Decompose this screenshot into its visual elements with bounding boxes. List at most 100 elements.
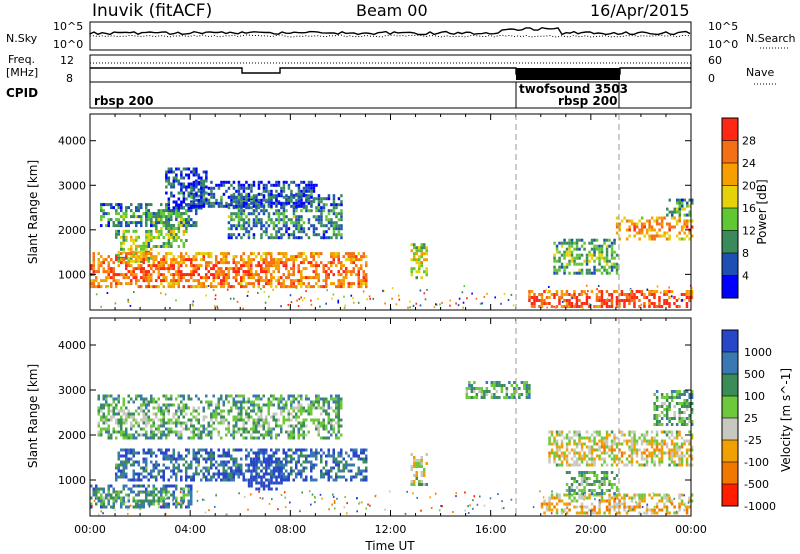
power-cell — [212, 264, 215, 268]
power-cell — [120, 241, 123, 245]
velocity-cell — [267, 463, 271, 467]
power-cell — [227, 186, 231, 190]
power-cell — [315, 209, 318, 213]
velocity-cell — [167, 502, 170, 506]
power-cell — [685, 222, 689, 226]
power-cell — [214, 294, 217, 297]
velocity-cell — [478, 390, 481, 393]
velocity-cell — [115, 418, 118, 422]
power-cell — [265, 230, 268, 234]
power-cell — [250, 201, 253, 205]
velocity-cell — [285, 454, 288, 458]
velocity-cell — [175, 478, 178, 482]
power-cell — [195, 185, 198, 189]
power-cell — [192, 304, 194, 307]
velocity-cell — [177, 457, 180, 461]
power-cell — [272, 195, 276, 199]
velocity-cell — [357, 466, 360, 470]
power-cell — [137, 203, 140, 207]
velocity-cell — [200, 430, 203, 434]
velocity-cell — [202, 475, 205, 479]
power-cell — [140, 270, 143, 274]
power-cell — [142, 255, 145, 259]
velocity-cell — [185, 421, 188, 425]
power-cell — [147, 245, 151, 248]
power-cell — [307, 194, 311, 198]
power-cell — [97, 264, 100, 268]
power-cell — [300, 273, 303, 277]
power-cell — [317, 194, 321, 198]
power-cell — [235, 270, 238, 274]
velocity-cell — [190, 490, 193, 494]
velocity-cell — [180, 433, 183, 437]
power-cell — [217, 270, 220, 274]
power-cell — [255, 209, 258, 213]
velocity-cell — [175, 499, 178, 503]
velocity-cell — [250, 478, 253, 482]
velocity-cell — [97, 421, 100, 425]
power-cell — [227, 252, 230, 256]
velocity-cell — [125, 472, 128, 476]
velocity-cell — [115, 493, 118, 497]
power-cell — [245, 198, 248, 202]
velocity-cell — [237, 469, 240, 473]
power-cell — [247, 203, 251, 207]
velocity-cell — [312, 406, 315, 410]
velocity-cell — [670, 451, 674, 455]
velocity-cell — [227, 460, 230, 464]
velocity-cell — [122, 460, 125, 464]
power-cell — [265, 233, 268, 237]
velocity-cell — [510, 396, 514, 399]
power-cell — [250, 227, 253, 231]
velocity-cell — [125, 412, 128, 416]
power-cell — [222, 252, 225, 256]
velocity-cell — [415, 471, 418, 474]
power-cell — [265, 279, 268, 283]
power-cell — [580, 305, 584, 308]
power-cell — [135, 258, 138, 262]
power-cell — [220, 261, 223, 265]
power-cell — [135, 282, 138, 286]
velocity-cell — [355, 454, 358, 458]
power-cell — [610, 305, 614, 308]
power-cell — [190, 203, 193, 207]
power-cell — [409, 300, 411, 303]
power-cell — [337, 301, 339, 304]
velocity-cell — [190, 460, 193, 464]
velocity-cell — [628, 454, 631, 458]
velocity-cell — [192, 451, 195, 455]
power-cell — [137, 250, 140, 254]
power-cell — [192, 173, 196, 177]
velocity-cell — [200, 400, 203, 404]
velocity-cell — [127, 493, 130, 497]
velocity-cell — [595, 448, 599, 452]
power-cell — [107, 285, 110, 288]
velocity-cell — [145, 436, 148, 440]
velocity-cell — [152, 430, 155, 434]
velocity-cell — [663, 439, 666, 443]
power-cell — [310, 192, 313, 196]
power-cell — [600, 244, 604, 248]
velocity-cell — [357, 472, 360, 476]
velocity-cell — [180, 412, 183, 416]
power-cell — [185, 167, 188, 171]
power-cell — [142, 212, 145, 216]
power-cell — [190, 170, 193, 174]
power-cell — [112, 267, 115, 271]
velocity-cell — [132, 448, 135, 452]
velocity-cell — [250, 409, 253, 413]
velocity-cell — [320, 397, 323, 401]
velocity-cell — [250, 475, 253, 479]
cpid-entry-2: twofsound 3503 — [519, 82, 628, 96]
velocity-cell — [255, 394, 258, 398]
power-cell — [180, 176, 183, 180]
power-colorbar-swatch — [722, 208, 738, 231]
power-cell — [688, 296, 691, 299]
velocity-cell — [317, 403, 320, 407]
power-cell — [583, 302, 586, 305]
velocity-cell — [280, 409, 283, 413]
velocity-cell — [315, 400, 318, 404]
velocity-cell — [265, 430, 268, 434]
power-cell — [312, 183, 316, 187]
power-cell — [560, 253, 564, 257]
